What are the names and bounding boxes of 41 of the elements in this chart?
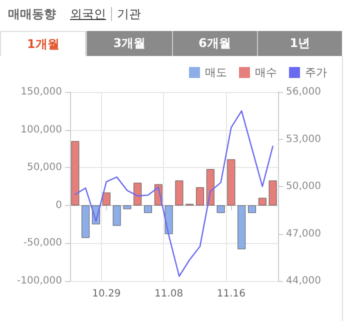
bar	[102, 192, 110, 206]
y-tick-label: 0	[56, 200, 62, 211]
y-tick-label: 50,000	[27, 162, 62, 174]
y2-tick-label: 44,000	[286, 276, 321, 286]
bar	[134, 182, 142, 206]
text: 1개월	[0, 31, 86, 56]
bar	[268, 180, 277, 206]
text: 외국인	[70, 7, 106, 21]
y-tick-label: -100,000	[17, 276, 62, 286]
x-tick-label: 10.29	[92, 288, 121, 300]
bar	[82, 205, 90, 238]
y2-tick-label: 50,000	[286, 181, 321, 192]
text: 기관	[111, 7, 141, 21]
y2-tick-label: 53,000	[286, 134, 321, 145]
legend-label: 매도	[205, 66, 227, 79]
line-series	[74, 110, 274, 277]
bar	[238, 205, 246, 250]
bar	[144, 205, 152, 213]
legend-label: 매수	[255, 66, 277, 79]
text: 3개월	[86, 31, 172, 56]
text: 1년	[256, 31, 342, 56]
bar	[196, 187, 204, 206]
bar	[123, 205, 132, 210]
y-tick-label: -50,000	[23, 238, 62, 249]
bar	[227, 159, 236, 206]
bar	[71, 141, 80, 206]
legend-label: 주가	[305, 66, 327, 79]
y2-tick-label: 56,000	[286, 86, 321, 98]
text: 6개월	[172, 31, 257, 56]
bar	[175, 180, 184, 206]
x-tick-label: 11.16	[216, 288, 246, 300]
bar	[206, 169, 214, 206]
y2-tick-label: 47,000	[286, 228, 321, 240]
x-tick-label: 11.08	[154, 288, 184, 300]
bar	[216, 205, 225, 213]
y-tick-label: 150,000	[20, 86, 62, 98]
y-tick-label: 100,000	[20, 124, 62, 136]
bar	[112, 205, 121, 226]
bar	[258, 198, 266, 206]
text: 매매동향	[8, 7, 56, 21]
bar	[248, 205, 256, 213]
